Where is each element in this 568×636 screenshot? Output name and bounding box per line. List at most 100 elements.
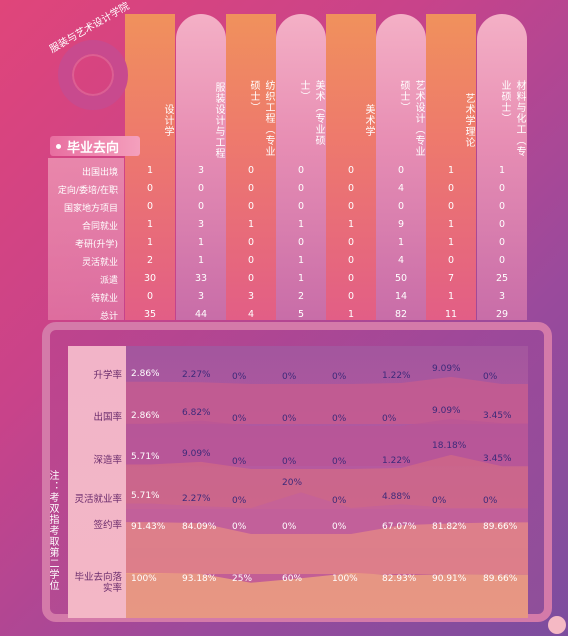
row-label: 合同就业 (81, 222, 118, 232)
table-cell: 11 (444, 309, 458, 320)
column-header-5: 艺术设计（专业硕士） (398, 80, 424, 157)
table-cell: 35 (143, 309, 157, 320)
rate-value: 84.09% (182, 522, 217, 532)
column-header-1: 服装设计与工程 (213, 81, 224, 159)
table-cell: 0 (498, 219, 506, 230)
column-bar-2 (226, 14, 276, 320)
rate-value: 2.27% (182, 369, 211, 380)
rates-wave-graphic (68, 376, 528, 618)
table-cell: 1 (247, 219, 255, 230)
rate-value: 0% (332, 372, 347, 382)
table-cell: 33 (194, 273, 208, 284)
table-cell: 1 (498, 165, 506, 176)
table-cell: 3 (197, 165, 205, 176)
column-bar-6 (426, 14, 476, 320)
rate-value: 0% (282, 522, 297, 532)
rates-label-column (68, 346, 126, 618)
table-cell: 0 (498, 237, 506, 248)
row-label: 定向/委培/在职 (57, 186, 118, 196)
table-cell: 0 (347, 183, 355, 194)
rate-value: 91.43% (131, 522, 166, 532)
table-cell: 0 (347, 255, 355, 266)
rate-value: 0% (282, 372, 297, 382)
table-cell: 3 (197, 219, 205, 230)
rate-value: 0% (282, 457, 297, 467)
column-header-2: 纺织工程（专业硕士） (248, 80, 274, 157)
row-label: 考研(升学) (74, 240, 118, 250)
table-cell: 0 (297, 237, 305, 248)
table-cell: 0 (498, 255, 506, 266)
row-label: 国家地方项目 (63, 204, 118, 214)
rate-value: 2.27% (182, 493, 211, 504)
rate-value: 3.45% (483, 453, 512, 464)
rates-area (68, 346, 528, 618)
row-label: 出国出境 (81, 168, 118, 178)
table-cell: 0 (397, 201, 405, 212)
table-cell: 1 (197, 237, 205, 248)
table-cell: 0 (247, 237, 255, 248)
table-cell: 1 (347, 309, 355, 320)
table-cell: 0 (247, 201, 255, 212)
table-cell: 3 (197, 291, 205, 302)
table-cell: 0 (447, 183, 455, 194)
rate-value: 89.66% (483, 574, 518, 584)
rate-value: 0% (232, 372, 247, 382)
table-cell: 25 (495, 273, 509, 284)
table-cell: 4 (397, 255, 405, 266)
table-cell: 44 (194, 309, 208, 320)
table-cell: 3 (247, 291, 255, 302)
rate-value: 100% (131, 574, 157, 584)
rate-value: 0% (382, 414, 397, 424)
rate-value: 90.91% (432, 574, 467, 584)
table-cell: 1 (146, 237, 154, 248)
rate-label: 毕业去向落实率 (74, 572, 122, 594)
table-cell: 0 (498, 201, 506, 212)
rate-value: 100% (332, 574, 358, 584)
table-cell: 30 (143, 273, 157, 284)
rate-value: 9.09% (432, 363, 461, 374)
table-cell: 1 (447, 219, 455, 230)
rate-value: 25% (232, 574, 253, 584)
column-bar-4 (326, 14, 376, 320)
table-cell: 0 (297, 183, 305, 194)
table-cell: 4 (247, 309, 255, 320)
rate-value: 4.88% (382, 491, 411, 502)
row-label: 灵活就业 (81, 258, 118, 268)
rate-value: 9.09% (432, 405, 461, 416)
table-cell: 0 (297, 165, 305, 176)
table-cell: 1 (447, 291, 455, 302)
rate-value: 0% (232, 522, 247, 532)
rate-label: 签约率 (93, 520, 122, 531)
table-cell: 1 (447, 165, 455, 176)
table-cell: 0 (247, 255, 255, 266)
row-label: 总计 (99, 312, 118, 322)
rate-value: 6.82% (182, 407, 211, 418)
table-cell: 0 (247, 165, 255, 176)
column-bar-7 (477, 14, 527, 320)
column-header-6: 艺术学理论 (463, 92, 474, 148)
table-cell: 1 (397, 237, 405, 248)
row-labels-panel: 出国出境 定向/委培/在职 国家地方项目 合同就业 考研(升学) 灵活就业 派遣 待就业 总计 (48, 158, 124, 322)
rate-value: 9.09% (182, 448, 211, 459)
table-cell: 9 (397, 219, 405, 230)
column-bar-3 (276, 14, 326, 320)
table-cell: 1 (447, 237, 455, 248)
rate-value: 60% (282, 574, 303, 584)
rate-band-0 (68, 376, 528, 424)
rate-value: 81.82% (432, 522, 467, 532)
rate-value: 0% (332, 522, 347, 532)
table-cell: 0 (197, 201, 205, 212)
rate-value: 0% (232, 457, 247, 467)
section-title: 毕业去向 (50, 136, 140, 156)
rate-value: 0% (432, 496, 447, 506)
rate-value: 0% (332, 457, 347, 467)
rate-band-4 (68, 522, 528, 574)
table-cell: 2 (297, 291, 305, 302)
table-cell: 14 (394, 291, 408, 302)
rate-value: 0% (332, 414, 347, 424)
table-cell: 2 (146, 255, 154, 266)
rate-label: 升学率 (93, 370, 122, 381)
table-cell: 0 (397, 165, 405, 176)
table-cell: 50 (394, 273, 408, 284)
decorative-bubble-icon (548, 616, 566, 634)
